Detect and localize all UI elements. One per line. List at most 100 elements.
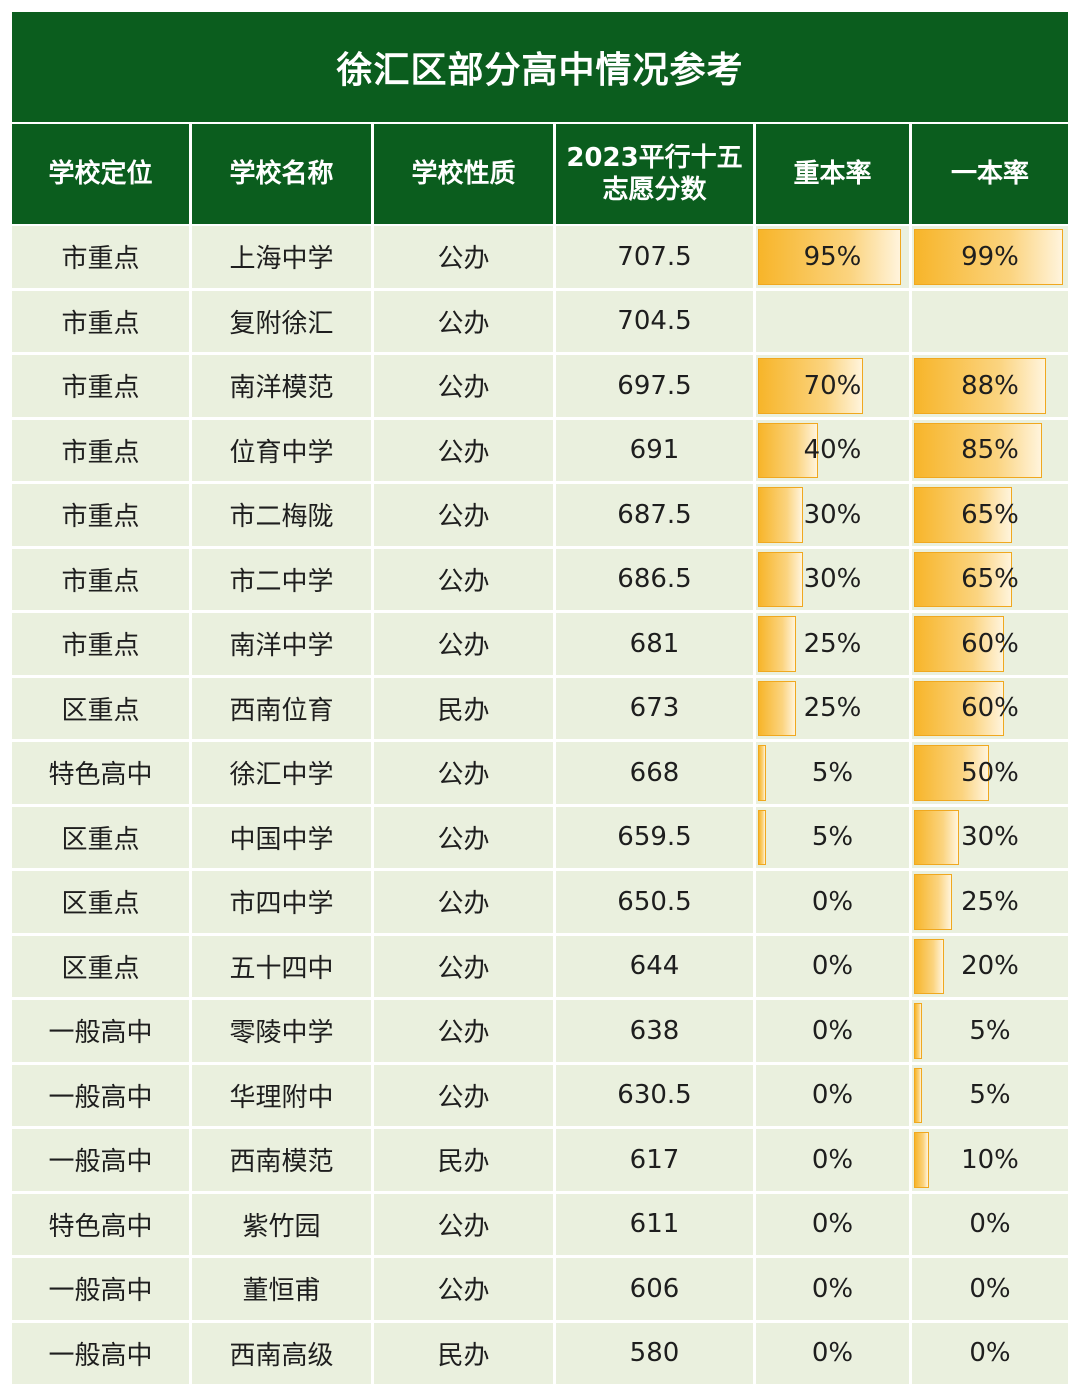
- cell-key-rate-text: 0%: [811, 1015, 854, 1046]
- key-rate-bar: [758, 809, 766, 865]
- key-rate-bar: [758, 616, 796, 672]
- cell-school-name-text: 南洋中学: [229, 631, 334, 662]
- table-row: 市重点 上海中学 公办 707.5 95% 99%: [12, 226, 1068, 291]
- cell-tier1-rate-text: 65%: [961, 499, 1019, 530]
- cell-school-type-text: 公办: [437, 1211, 490, 1242]
- tier1-rate-bar: [914, 422, 1042, 478]
- cell-key-rate-text: 0%: [811, 1338, 854, 1369]
- cell-school-type: 民办: [374, 1129, 556, 1191]
- cell-key-rate-text: 5%: [811, 757, 854, 788]
- cell-score-text: 687.5: [617, 499, 692, 530]
- tier1-rate-bar: [914, 680, 1004, 736]
- cell-score-text: 580: [629, 1338, 680, 1369]
- cell-score-text: 668: [629, 757, 680, 788]
- cell-score: 580: [556, 1322, 756, 1384]
- cell-score: 686.5: [556, 548, 756, 610]
- cell-score: 606: [556, 1258, 756, 1320]
- tier1-rate-bar: [914, 874, 952, 930]
- cell-position-text: 区重点: [61, 824, 140, 855]
- cell-score: 687.5: [556, 484, 756, 546]
- cell-position-text: 市重点: [61, 244, 140, 275]
- cell-tier1-rate: 30%: [912, 806, 1068, 868]
- tier1-rate-bar: [914, 487, 1012, 543]
- cell-score-text: 697.5: [617, 370, 692, 401]
- cell-tier1-rate: 65%: [912, 484, 1068, 546]
- cell-key-rate: 5%: [756, 742, 912, 804]
- cell-tier1-rate: 0%: [912, 1322, 1068, 1384]
- key-rate-bar: [758, 229, 901, 285]
- table-row: 区重点 中国中学 公办 659.5 5% 30%: [12, 806, 1068, 871]
- table-row: 特色高中 徐汇中学 公办 668 5% 50%: [12, 742, 1068, 807]
- cell-key-rate-text: 30%: [803, 564, 862, 595]
- cell-tier1-rate: 50%: [912, 742, 1068, 804]
- cell-tier1-rate: [912, 290, 1068, 352]
- cell-tier1-rate: 5%: [912, 1064, 1068, 1126]
- cell-school-type-text: 公办: [437, 760, 490, 791]
- cell-score-text: 650.5: [617, 886, 692, 917]
- cell-score-text: 673: [629, 693, 680, 724]
- cell-score-text: 707.5: [617, 241, 692, 272]
- cell-key-rate: 0%: [756, 1129, 912, 1191]
- cell-school-type: 公办: [374, 742, 556, 804]
- cell-school-type-text: 公办: [437, 824, 490, 855]
- tier1-rate-bar: [914, 1132, 929, 1188]
- cell-school-type: 公办: [374, 1064, 556, 1126]
- cell-school-type-text: 公办: [437, 1018, 490, 1049]
- cell-school-name-text: 位育中学: [229, 437, 334, 468]
- table-row: 一般高中 西南高级 民办 580 0% 0%: [12, 1322, 1068, 1387]
- cell-school-name-text: 市四中学: [229, 889, 334, 920]
- cell-key-rate: [756, 290, 912, 352]
- cell-school-name-text: 董恒甫: [242, 1276, 321, 1307]
- cell-tier1-rate-text: 60%: [961, 628, 1019, 659]
- cell-school-type: 公办: [374, 290, 556, 352]
- key-rate-bar: [758, 358, 863, 414]
- cell-position-text: 市重点: [61, 308, 140, 339]
- cell-tier1-rate-text: 25%: [961, 886, 1019, 917]
- cell-key-rate: 0%: [756, 1064, 912, 1126]
- tier1-rate-bar: [914, 745, 989, 801]
- cell-school-name: 董恒甫: [192, 1258, 374, 1320]
- cell-score-text: 644: [629, 951, 680, 982]
- cell-school-name: 西南位育: [192, 677, 374, 739]
- cell-position: 市重点: [12, 419, 192, 481]
- cell-school-name: 紫竹园: [192, 1193, 374, 1255]
- cell-key-rate-text: 95%: [803, 241, 862, 272]
- cell-position-text: 一般高中: [48, 1018, 153, 1049]
- cell-tier1-rate-text: 85%: [961, 435, 1019, 466]
- cell-school-name-text: 五十四中: [229, 953, 334, 984]
- cell-school-name: 南洋中学: [192, 613, 374, 675]
- cell-school-name-text: 南洋模范: [229, 373, 334, 404]
- cell-tier1-rate-text: 99%: [961, 241, 1019, 272]
- table-row: 一般高中 董恒甫 公办 606 0% 0%: [12, 1258, 1068, 1323]
- cell-tier1-rate: 85%: [912, 419, 1068, 481]
- cell-tier1-rate: 0%: [912, 1258, 1068, 1320]
- cell-tier1-rate: 20%: [912, 935, 1068, 997]
- cell-position-text: 区重点: [61, 695, 140, 726]
- cell-score: 668: [556, 742, 756, 804]
- cell-position-text: 市重点: [61, 631, 140, 662]
- cell-position: 区重点: [12, 871, 192, 933]
- tier1-rate-bar: [914, 1003, 922, 1059]
- cell-school-type-text: 公办: [437, 308, 490, 339]
- cell-school-type-text: 公办: [437, 244, 490, 275]
- key-rate-bar: [758, 745, 766, 801]
- cell-score: 650.5: [556, 871, 756, 933]
- cell-score-text: 659.5: [617, 822, 692, 853]
- cell-school-name-text: 中国中学: [229, 824, 334, 855]
- cell-school-name: 市二梅陇: [192, 484, 374, 546]
- cell-key-rate-text: 30%: [803, 499, 862, 530]
- cell-position-text: 一般高中: [48, 1276, 153, 1307]
- cell-score: 691: [556, 419, 756, 481]
- cell-school-type-text: 民办: [437, 695, 490, 726]
- cell-school-name: 复附徐汇: [192, 290, 374, 352]
- cell-school-type: 公办: [374, 226, 556, 288]
- cell-school-name-text: 复附徐汇: [229, 308, 334, 339]
- header-tier1-rate: 一本率: [912, 124, 1068, 224]
- tier1-rate-bar: [914, 229, 1063, 285]
- table-row: 市重点 南洋模范 公办 697.5 70% 88%: [12, 355, 1068, 420]
- cell-school-name: 位育中学: [192, 419, 374, 481]
- cell-key-rate: 0%: [756, 1322, 912, 1384]
- cell-school-name: 华理附中: [192, 1064, 374, 1126]
- header-position: 学校定位: [12, 124, 192, 224]
- cell-score: 681: [556, 613, 756, 675]
